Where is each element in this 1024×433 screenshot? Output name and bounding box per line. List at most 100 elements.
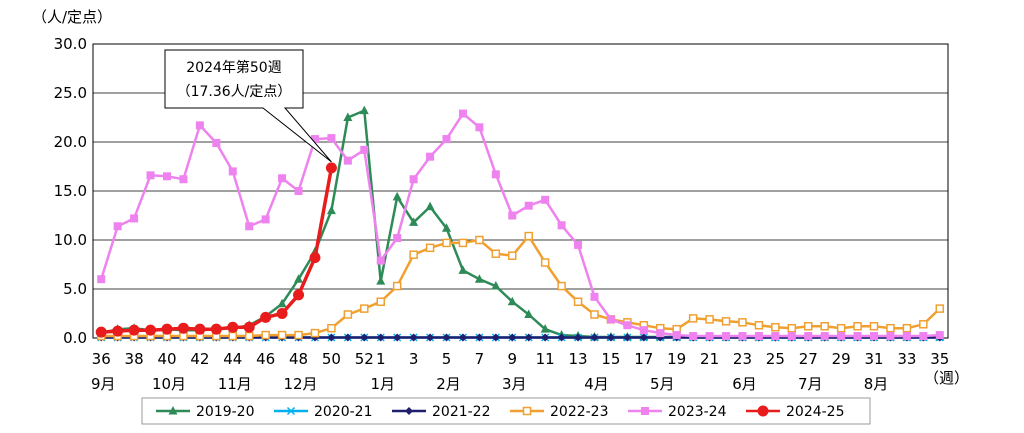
- data-point: [524, 201, 533, 210]
- data-point: [820, 332, 829, 341]
- data-point: [278, 174, 287, 183]
- annotation-bubble: [164, 49, 332, 163]
- data-point: [935, 331, 944, 340]
- data-point: [688, 314, 698, 323]
- x-tick-label: 13: [569, 350, 588, 368]
- data-point: [557, 333, 566, 342]
- data-point: [327, 134, 336, 143]
- legend-label: 2022-23: [550, 404, 609, 420]
- month-label: 1月: [370, 375, 395, 393]
- data-point: [573, 297, 583, 306]
- data-point: [409, 250, 418, 259]
- x-tick-label: 52: [355, 350, 374, 368]
- data-point: [145, 324, 157, 336]
- data-point: [902, 323, 912, 333]
- data-point: [574, 333, 583, 342]
- series-2022-23: [96, 231, 945, 341]
- data-point: [803, 321, 813, 331]
- data-point: [919, 332, 928, 341]
- y-tick-label: 10.0: [54, 231, 87, 249]
- data-point: [392, 281, 402, 291]
- data-point: [590, 333, 599, 342]
- data-point: [771, 322, 780, 332]
- month-label: 5月: [650, 375, 675, 393]
- data-point: [541, 195, 550, 204]
- x-tick-label: 48: [289, 350, 308, 368]
- data-point: [393, 333, 402, 342]
- data-point: [294, 187, 303, 195]
- data-point: [309, 252, 321, 264]
- data-point: [639, 326, 648, 335]
- x-tick-label: 23: [733, 350, 752, 368]
- data-point: [853, 321, 862, 331]
- legend: 2019-20 2020-21 2021-22 2022-23 2023-24 2024-…: [141, 397, 871, 425]
- series-layer: [95, 105, 945, 342]
- data-point: [853, 332, 862, 341]
- data-point: [540, 258, 550, 267]
- data-point: [393, 234, 402, 243]
- y-axis-tick-labels: 0.0 5.0 10.0 15.0 20.0 25.0 30.0: [54, 35, 87, 347]
- data-point: [360, 304, 369, 313]
- data-point: [623, 321, 632, 330]
- data-point: [343, 310, 353, 319]
- data-point: [293, 289, 305, 301]
- data-point: [491, 249, 501, 258]
- data-point: [574, 240, 583, 249]
- month-label: 4月: [584, 375, 609, 393]
- series-2024-25: [95, 162, 337, 338]
- legend-item-2023-24: 2023-24: [628, 404, 727, 420]
- y-tick-label: 25.0: [54, 84, 87, 102]
- data-point: [442, 333, 451, 342]
- data-point: [508, 211, 517, 220]
- data-point: [705, 315, 714, 324]
- data-point: [359, 105, 369, 115]
- x-axis-week-labels: 36 38 40 42 44 46 48 50 52 1 3 5 7 9 11 13 15 17 19 21 23 25 2…: [92, 350, 950, 368]
- data-point: [590, 292, 599, 301]
- x-tick-label: 33: [897, 350, 916, 368]
- x-tick-label: 9: [508, 350, 518, 368]
- data-point: [705, 332, 714, 341]
- data-point: [97, 275, 106, 284]
- data-point: [656, 329, 665, 338]
- data-point: [820, 321, 829, 331]
- data-point: [326, 205, 336, 215]
- data-point: [475, 235, 484, 245]
- series-line: [100, 109, 940, 339]
- x-tick-label: 44: [223, 350, 242, 368]
- data-point: [277, 298, 287, 308]
- data-point: [244, 331, 254, 341]
- y-tick-label: 30.0: [54, 35, 87, 53]
- data-point: [128, 324, 140, 336]
- data-point: [590, 310, 599, 319]
- legend-label: 2023-24: [668, 404, 727, 420]
- y-tick-label: 0.0: [63, 329, 87, 347]
- data-point: [212, 138, 221, 147]
- annotation-callout: 2024年第50週 （17.36人/定点）: [164, 49, 332, 163]
- data-point: [721, 317, 731, 326]
- data-point: [458, 265, 468, 274]
- data-point: [491, 170, 500, 179]
- data-point: [360, 333, 369, 342]
- data-point: [475, 123, 484, 132]
- data-point: [606, 315, 615, 324]
- data-point: [491, 281, 501, 290]
- x-tick-label: 35: [930, 350, 949, 368]
- data-point: [540, 324, 550, 333]
- x-tick-label: 1: [376, 350, 386, 368]
- data-point: [228, 167, 237, 176]
- series-line: [101, 234, 941, 338]
- data-point: [508, 333, 517, 342]
- series-line: [100, 112, 940, 338]
- data-point: [870, 332, 879, 341]
- series-2021-22: [97, 333, 944, 342]
- data-point: [738, 332, 747, 341]
- x-axis-unit-label: （週）: [924, 369, 969, 387]
- legend-label: 2020-21: [314, 404, 373, 420]
- x-tick-label: 3: [409, 350, 419, 368]
- x-tick-label: 40: [157, 350, 176, 368]
- data-point: [243, 321, 255, 333]
- x-tick-label: 19: [667, 350, 686, 368]
- month-label: 12月: [283, 375, 317, 393]
- y-tick-label: 5.0: [63, 280, 87, 298]
- data-point: [672, 331, 681, 340]
